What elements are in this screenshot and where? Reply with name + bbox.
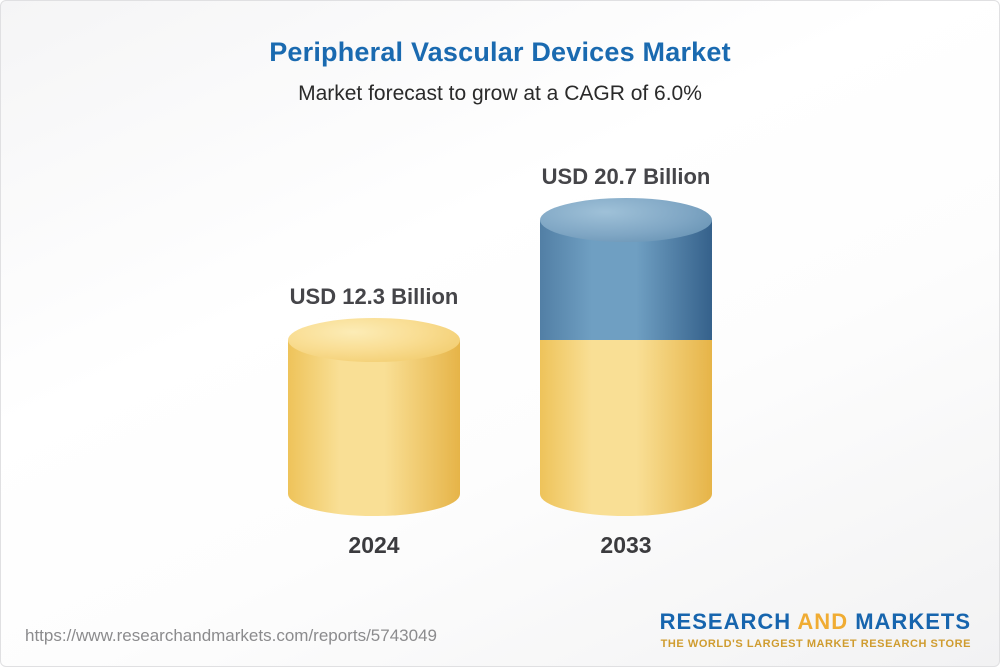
axis-label-2033: 2033 — [600, 532, 652, 558]
cylinder-top-cap-2024 — [288, 318, 460, 362]
logo-word-research: RESEARCH — [659, 609, 792, 634]
footer: https://www.researchandmarkets.com/repor… — [1, 609, 999, 666]
report-url: https://www.researchandmarkets.com/repor… — [25, 626, 437, 645]
cylinder-top-cap-2033 — [540, 198, 712, 242]
cylinder-base-segment-2033 — [540, 340, 712, 516]
bar-group-2024: USD 12.3 Billion 2024 — [288, 284, 460, 558]
value-label-2033: USD 20.7 Billion — [541, 164, 711, 189]
value-label-2024: USD 12.3 Billion — [289, 284, 459, 309]
cylinder-body-2024 — [288, 340, 460, 516]
cylinder-2024 — [288, 318, 460, 516]
cylinder-2033 — [540, 198, 712, 516]
chart-subtitle: Market forecast to grow at a CAGR of 6.0… — [298, 82, 702, 105]
logo-word-markets: MARKETS — [855, 609, 971, 634]
axis-label-2024: 2024 — [348, 532, 400, 558]
bar-chart: USD 12.3 Billion 2024 USD 20.7 Billion 2… — [1, 110, 999, 558]
research-and-markets-logo: RESEARCH AND MARKETS THE WORLD'S LARGEST… — [660, 609, 971, 650]
logo-tagline: THE WORLD'S LARGEST MARKET RESEARCH STOR… — [660, 638, 971, 650]
logo-word-and: AND — [797, 609, 849, 634]
chart-header: Peripheral Vascular Devices Market Marke… — [1, 1, 999, 106]
chart-title: Peripheral Vascular Devices Market — [269, 37, 731, 67]
logo-wordmark: RESEARCH AND MARKETS — [660, 609, 971, 635]
bar-group-2033: USD 20.7 Billion 2033 — [540, 164, 712, 558]
